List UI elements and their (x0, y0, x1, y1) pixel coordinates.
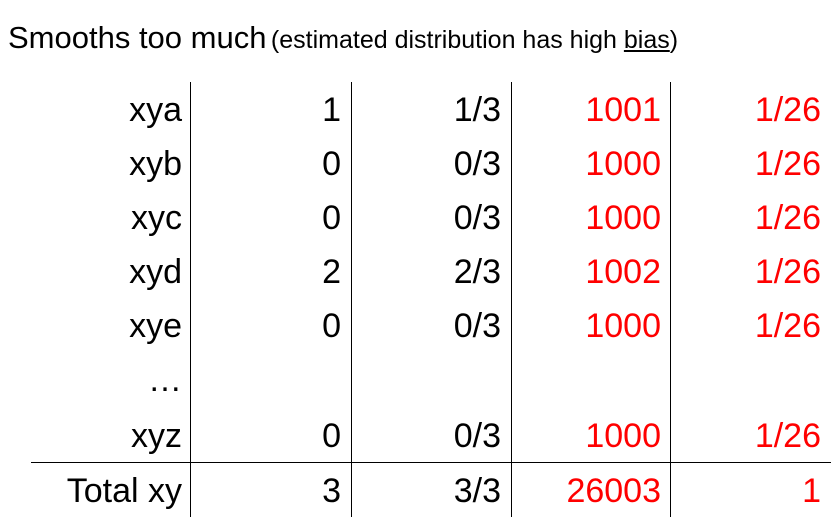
row-smoothed-count: 1002 (585, 253, 661, 291)
title-parenthetical: (estimated distribution has high bias) (271, 26, 678, 54)
title-main: Smooths too much (8, 20, 267, 55)
row-fraction: 2/3 (453, 253, 501, 291)
row-label: xye (129, 307, 182, 345)
row-fraction: 0/3 (453, 199, 501, 237)
row-smoothed-count: 1000 (585, 199, 661, 237)
row-smoothed-count: 1000 (585, 417, 661, 455)
slide-title: Smooths too much (estimated distribution… (8, 18, 678, 64)
title-paren-close: ) (669, 26, 679, 54)
title-bias-word: bias (623, 26, 670, 54)
title-paren-text: (estimated distribution has high (270, 26, 624, 54)
row-smoothed-prob: 1/26 (754, 253, 821, 291)
column-divider (190, 82, 191, 517)
row-count: 0 (322, 145, 341, 183)
row-label-ellipsis: … (148, 361, 182, 399)
row-smoothed-count: 1001 (585, 91, 661, 129)
row-smoothed-count: 1000 (585, 307, 661, 345)
row-label: xya (129, 91, 182, 129)
row-smoothed-count: 1000 (585, 145, 661, 183)
row-fraction: 0/3 (453, 417, 501, 455)
total-count: 3 (322, 472, 341, 510)
total-label: Total xy (66, 472, 182, 510)
column-divider (670, 82, 671, 517)
row-smoothed-prob: 1/26 (754, 307, 821, 345)
total-smoothed-count: 26003 (566, 472, 661, 510)
row-count: 0 (322, 199, 341, 237)
row-smoothed-prob: 1/26 (754, 417, 821, 455)
row-smoothed-prob: 1/26 (754, 145, 821, 183)
row-smoothed-prob: 1/26 (754, 91, 821, 129)
column-divider (351, 82, 352, 517)
row-count: 2 (322, 253, 341, 291)
total-fraction: 3/3 (453, 472, 501, 510)
row-label: xyc (131, 199, 182, 237)
column-divider (511, 82, 512, 517)
row-fraction: 1/3 (453, 91, 501, 129)
row-count: 0 (322, 307, 341, 345)
row-fraction: 0/3 (453, 145, 501, 183)
total-smoothed-prob: 1 (802, 472, 821, 510)
total-divider (31, 462, 831, 463)
row-label: xyb (129, 145, 182, 183)
row-fraction: 0/3 (453, 307, 501, 345)
row-count: 0 (322, 417, 341, 455)
row-label: xyd (129, 253, 182, 291)
row-label: xyz (131, 417, 182, 455)
row-count: 1 (322, 91, 341, 129)
row-smoothed-prob: 1/26 (754, 199, 821, 237)
